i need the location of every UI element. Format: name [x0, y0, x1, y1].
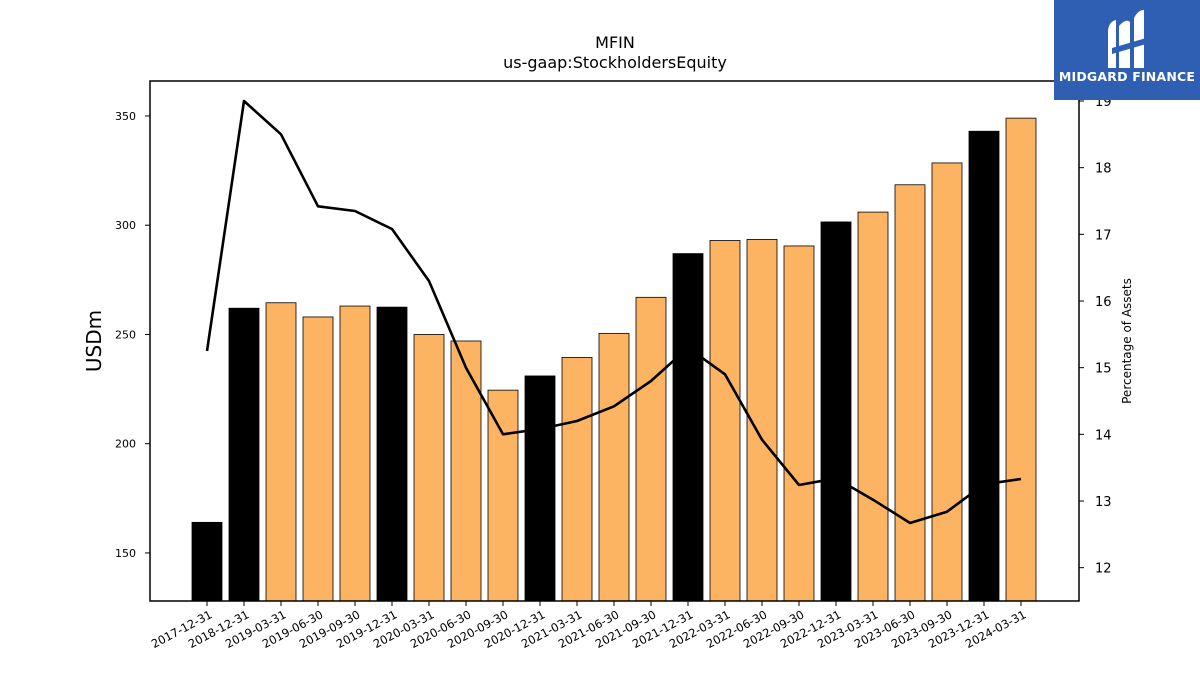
bar-2023-12-31 — [968, 130, 1000, 602]
y2-tick-label-16: 16 — [1095, 295, 1112, 310]
bar-2019-06-30 — [302, 316, 334, 602]
bar-2022-03-31 — [709, 240, 741, 602]
x-axis: 2017-12-312018-12-312019-03-312019-06-30… — [149, 601, 1028, 651]
y-tick-label-300: 300 — [115, 219, 136, 232]
company-logo: MIDGARD FINANCE — [1054, 0, 1200, 100]
line-series — [205, 99, 1022, 525]
logo-text: MIDGARD FINANCE — [1058, 69, 1196, 84]
y2-tick-label-12: 12 — [1095, 562, 1112, 577]
y-tick-label-200: 200 — [115, 438, 136, 451]
y2-tick-label-14: 14 — [1095, 428, 1112, 443]
y2-tick-label-13: 13 — [1095, 495, 1112, 510]
bar-2019-09-30 — [339, 305, 371, 602]
bar-2023-06-30 — [894, 184, 926, 602]
y-tick-label-350: 350 — [115, 110, 136, 123]
y-axis-label: USDm — [82, 310, 106, 372]
percentage-of-assets-line — [205, 99, 1022, 525]
bar-2019-12-31 — [376, 306, 408, 602]
bar-2023-03-31 — [857, 211, 889, 602]
y-axis-left: 150 200 250 300 350 — [115, 110, 150, 560]
y-tick-label-250: 250 — [115, 328, 136, 341]
bar-2024-03-31 — [1005, 117, 1037, 602]
bar-2023-09-30 — [931, 162, 963, 602]
y2-axis-label: Percentage of Assets — [1120, 278, 1134, 404]
bar-2018-12-31 — [228, 307, 260, 602]
bar-2020-12-31 — [524, 375, 556, 602]
y-tick-label-150: 150 — [115, 547, 136, 560]
bar-2021-12-31 — [672, 253, 704, 602]
midgard-m-logo-icon — [1108, 10, 1146, 69]
bar-2020-06-30 — [450, 340, 482, 602]
bar-2020-03-31 — [413, 334, 445, 602]
y2-tick-label-18: 18 — [1095, 162, 1112, 177]
bar-2021-03-31 — [561, 356, 593, 602]
bar-2021-06-30 — [598, 332, 630, 602]
bar-2022-12-31 — [820, 221, 852, 602]
y2-tick-label-17: 17 — [1095, 228, 1112, 243]
y2-tick-label-15: 15 — [1095, 362, 1112, 377]
bar-series — [191, 117, 1037, 602]
bar-2017-12-31 — [191, 521, 223, 602]
bar-2019-03-31 — [265, 302, 297, 602]
bar-2021-09-30 — [635, 296, 667, 602]
bar-2022-09-30 — [783, 245, 815, 602]
chart-subtitle: us-gaap:StockholdersEquity — [503, 53, 727, 72]
chart-title: MFIN — [595, 33, 635, 52]
bar-2020-09-30 — [487, 389, 519, 602]
